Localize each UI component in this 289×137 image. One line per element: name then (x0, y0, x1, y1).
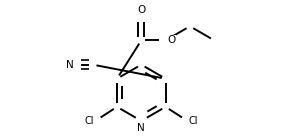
Text: N: N (66, 60, 73, 70)
Text: O: O (167, 35, 175, 45)
Text: O: O (137, 5, 145, 15)
Text: N: N (138, 123, 145, 133)
Text: Cl: Cl (189, 116, 198, 126)
Text: Cl: Cl (84, 116, 94, 126)
